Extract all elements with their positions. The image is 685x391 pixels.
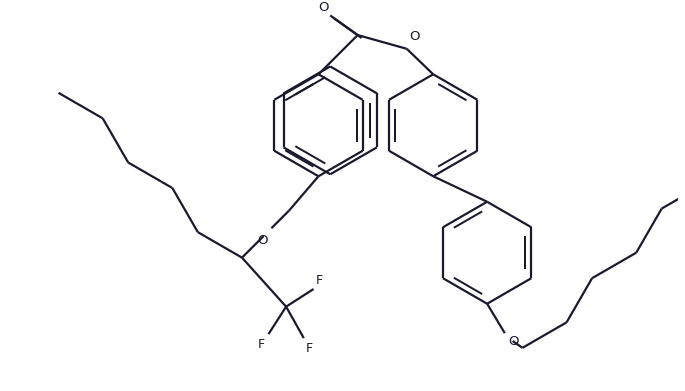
Text: O: O xyxy=(257,234,267,247)
Text: O: O xyxy=(318,2,328,14)
Text: O: O xyxy=(410,30,420,43)
Text: F: F xyxy=(316,274,323,287)
Text: F: F xyxy=(258,338,264,351)
Text: F: F xyxy=(306,342,313,355)
Text: O: O xyxy=(509,335,519,348)
